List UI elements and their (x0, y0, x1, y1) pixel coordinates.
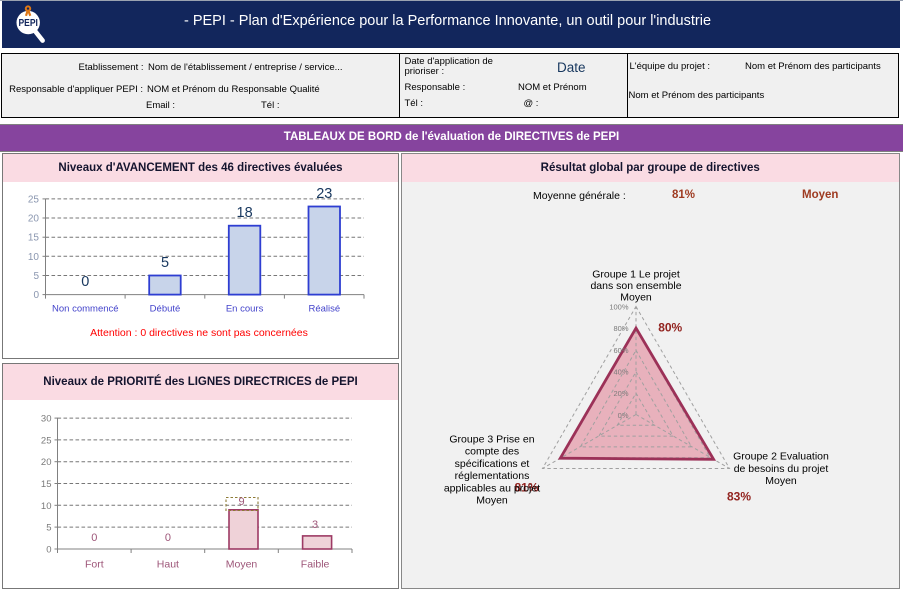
svg-text:0: 0 (33, 290, 39, 301)
svg-text:9: 9 (238, 496, 244, 508)
svg-text:25: 25 (28, 194, 40, 205)
svg-text:de besoins du projet: de besoins du projet (734, 463, 829, 475)
svg-text:10: 10 (28, 252, 40, 263)
svg-text:23: 23 (316, 186, 332, 202)
svg-text:dans son ensemble: dans son ensemble (590, 280, 681, 292)
svg-text:5: 5 (161, 255, 169, 271)
svg-text:83%: 83% (727, 490, 751, 504)
svg-text:25: 25 (41, 435, 52, 446)
svg-text:15: 15 (28, 233, 40, 244)
svg-text:Groupe 1 Le projet: Groupe 1 Le projet (592, 269, 680, 281)
svg-text:5: 5 (46, 523, 51, 534)
svg-text:Faible: Faible (301, 559, 330, 571)
svg-text:Attention : 0 directives ne so: Attention : 0 directives ne sont pas con… (90, 327, 308, 339)
svg-text:0: 0 (46, 545, 51, 556)
svg-text:0%: 0% (618, 411, 629, 420)
svg-text:Réalisé: Réalisé (308, 304, 340, 315)
svg-text:Groupe 3 Prise en: Groupe 3 Prise en (449, 434, 534, 446)
svg-text:20%: 20% (613, 389, 628, 398)
svg-text:Groupe 2 Evaluation: Groupe 2 Evaluation (733, 451, 829, 463)
svg-text:40%: 40% (613, 367, 628, 376)
svg-text:applicables au projet: applicables au projet (444, 482, 540, 494)
svg-text:80%: 80% (613, 324, 628, 333)
svg-text:60%: 60% (613, 346, 628, 355)
svg-text:20: 20 (28, 214, 40, 225)
svg-text:81%: 81% (515, 481, 539, 495)
svg-text:80%: 80% (658, 321, 682, 335)
svg-text:Moyen: Moyen (765, 475, 797, 487)
svg-text:spécifications et: spécifications et (455, 458, 530, 470)
svg-text:PEPI: PEPI (18, 17, 38, 29)
svg-text:Haut: Haut (157, 559, 179, 571)
svg-text:18: 18 (237, 205, 253, 221)
svg-text:10: 10 (41, 501, 52, 512)
svg-text:Moyen: Moyen (476, 495, 508, 507)
svg-text:20: 20 (41, 457, 52, 468)
svg-text:0: 0 (165, 532, 171, 544)
svg-text:0: 0 (91, 532, 97, 544)
svg-text:0: 0 (81, 274, 89, 290)
svg-text:Débuté: Débuté (150, 304, 181, 315)
svg-text:Fort: Fort (85, 559, 104, 571)
svg-text:Non commencé: Non commencé (52, 304, 119, 315)
svg-text:Moyen: Moyen (226, 559, 258, 571)
svg-text:30: 30 (41, 414, 52, 425)
svg-text:15: 15 (41, 479, 52, 490)
svg-text:3: 3 (312, 519, 318, 531)
svg-text:réglementations: réglementations (455, 470, 530, 482)
svg-text:compte des: compte des (465, 446, 519, 458)
svg-text:Moyen: Moyen (620, 292, 652, 304)
svg-text:En cours: En cours (226, 304, 264, 315)
svg-text:100%: 100% (609, 303, 629, 312)
svg-text:5: 5 (33, 271, 39, 282)
